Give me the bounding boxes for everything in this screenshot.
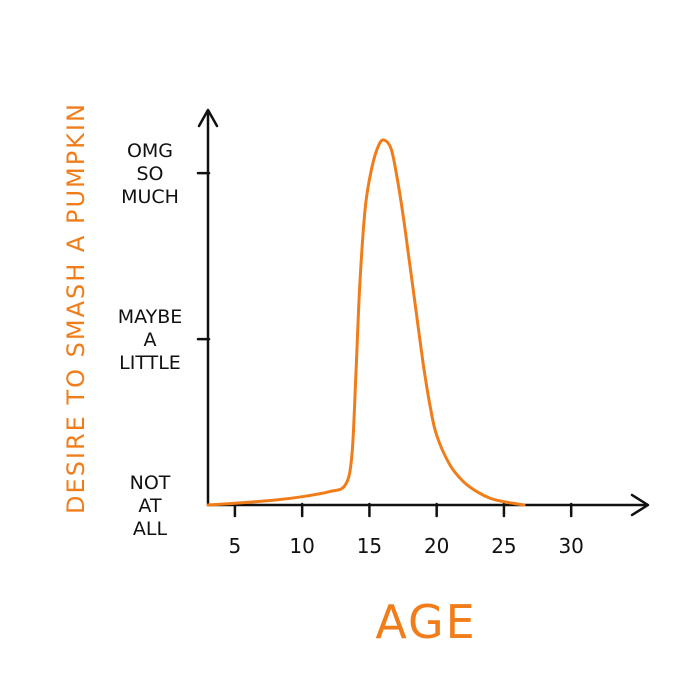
y-tick-label: SO xyxy=(136,163,163,185)
y-tick-label: OMG xyxy=(127,140,173,162)
y-tick-label: A xyxy=(144,329,157,351)
y-tick-label: AT xyxy=(138,495,162,517)
x-tick-label: 20 xyxy=(424,534,449,558)
x-axis-title: AGE xyxy=(375,595,476,649)
y-tick-label: MUCH xyxy=(121,186,179,208)
x-axis-ticks: 5 10 15 20 25 30 xyxy=(229,502,584,558)
y-tick-label: NOT xyxy=(130,472,171,494)
y-tick-label: MAYBE xyxy=(118,306,183,328)
x-tick-label: 10 xyxy=(289,534,314,558)
y-tick-label: ALL xyxy=(133,518,168,540)
x-axis-arrow xyxy=(630,493,650,517)
x-tick-label: 15 xyxy=(357,534,382,558)
y-axis-title: DESIRE TO SMASH A PUMPKIN xyxy=(62,102,90,514)
x-tick-label: 5 xyxy=(229,534,242,558)
x-tick-label: 30 xyxy=(558,534,583,558)
y-axis-arrow xyxy=(197,108,219,128)
series-line xyxy=(206,138,526,507)
series-layer xyxy=(206,138,526,507)
y-tick-label: LITTLE xyxy=(119,352,181,374)
x-tick-label: 25 xyxy=(491,534,516,558)
